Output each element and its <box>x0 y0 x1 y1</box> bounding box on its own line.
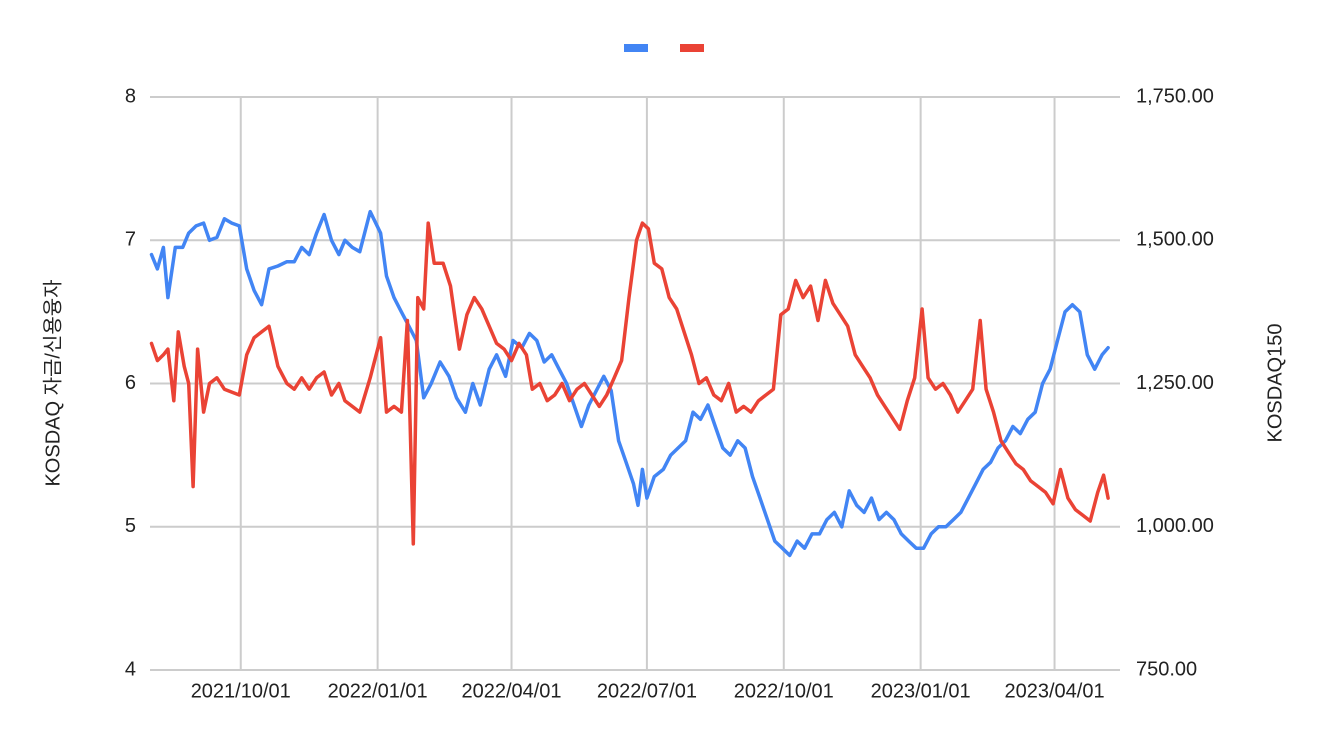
left-tick-label: 7 <box>125 229 136 251</box>
left-tick-label: 6 <box>125 372 136 394</box>
right-axis-title: KOSDAQ150 <box>1264 324 1286 443</box>
x-tick-label: 2023/01/01 <box>871 680 971 702</box>
right-tick-label: 1,750.00 <box>1136 85 1214 107</box>
right-axis-ticks: 750.00 1,000.00 1,250.00 1,500.00 1,750.00 <box>1136 85 1214 680</box>
x-tick-label: 2021/10/01 <box>191 680 291 702</box>
left-tick-label: 4 <box>125 658 136 680</box>
series-line-1 <box>149 209 1110 558</box>
left-axis-title: KOSDAQ 자금/신용융자 <box>41 279 64 486</box>
legend <box>624 44 704 52</box>
legend-swatch-1 <box>624 44 648 52</box>
x-tick-label: 2022/10/01 <box>734 680 834 702</box>
left-axis-ticks: 4 5 6 7 8 <box>125 85 136 680</box>
right-tick-label: 1,500.00 <box>1136 229 1214 251</box>
right-tick-label: 1,000.00 <box>1136 515 1214 537</box>
right-tick-label: 1,250.00 <box>1136 372 1214 394</box>
x-tick-label: 2022/01/01 <box>328 680 428 702</box>
x-tick-label: 2022/04/01 <box>461 680 561 702</box>
x-axis-ticks: 2021/10/01 2022/01/01 2022/04/01 2022/07/01… <box>191 680 1105 702</box>
legend-swatch-2 <box>680 44 704 52</box>
series-line-2 <box>149 221 1110 546</box>
x-tick-label: 2023/04/01 <box>1004 680 1104 702</box>
series-layer <box>149 209 1110 558</box>
right-tick-label: 750.00 <box>1136 658 1197 680</box>
left-tick-label: 5 <box>125 515 136 537</box>
x-tick-label: 2022/07/01 <box>597 680 697 702</box>
left-tick-label: 8 <box>125 85 136 107</box>
